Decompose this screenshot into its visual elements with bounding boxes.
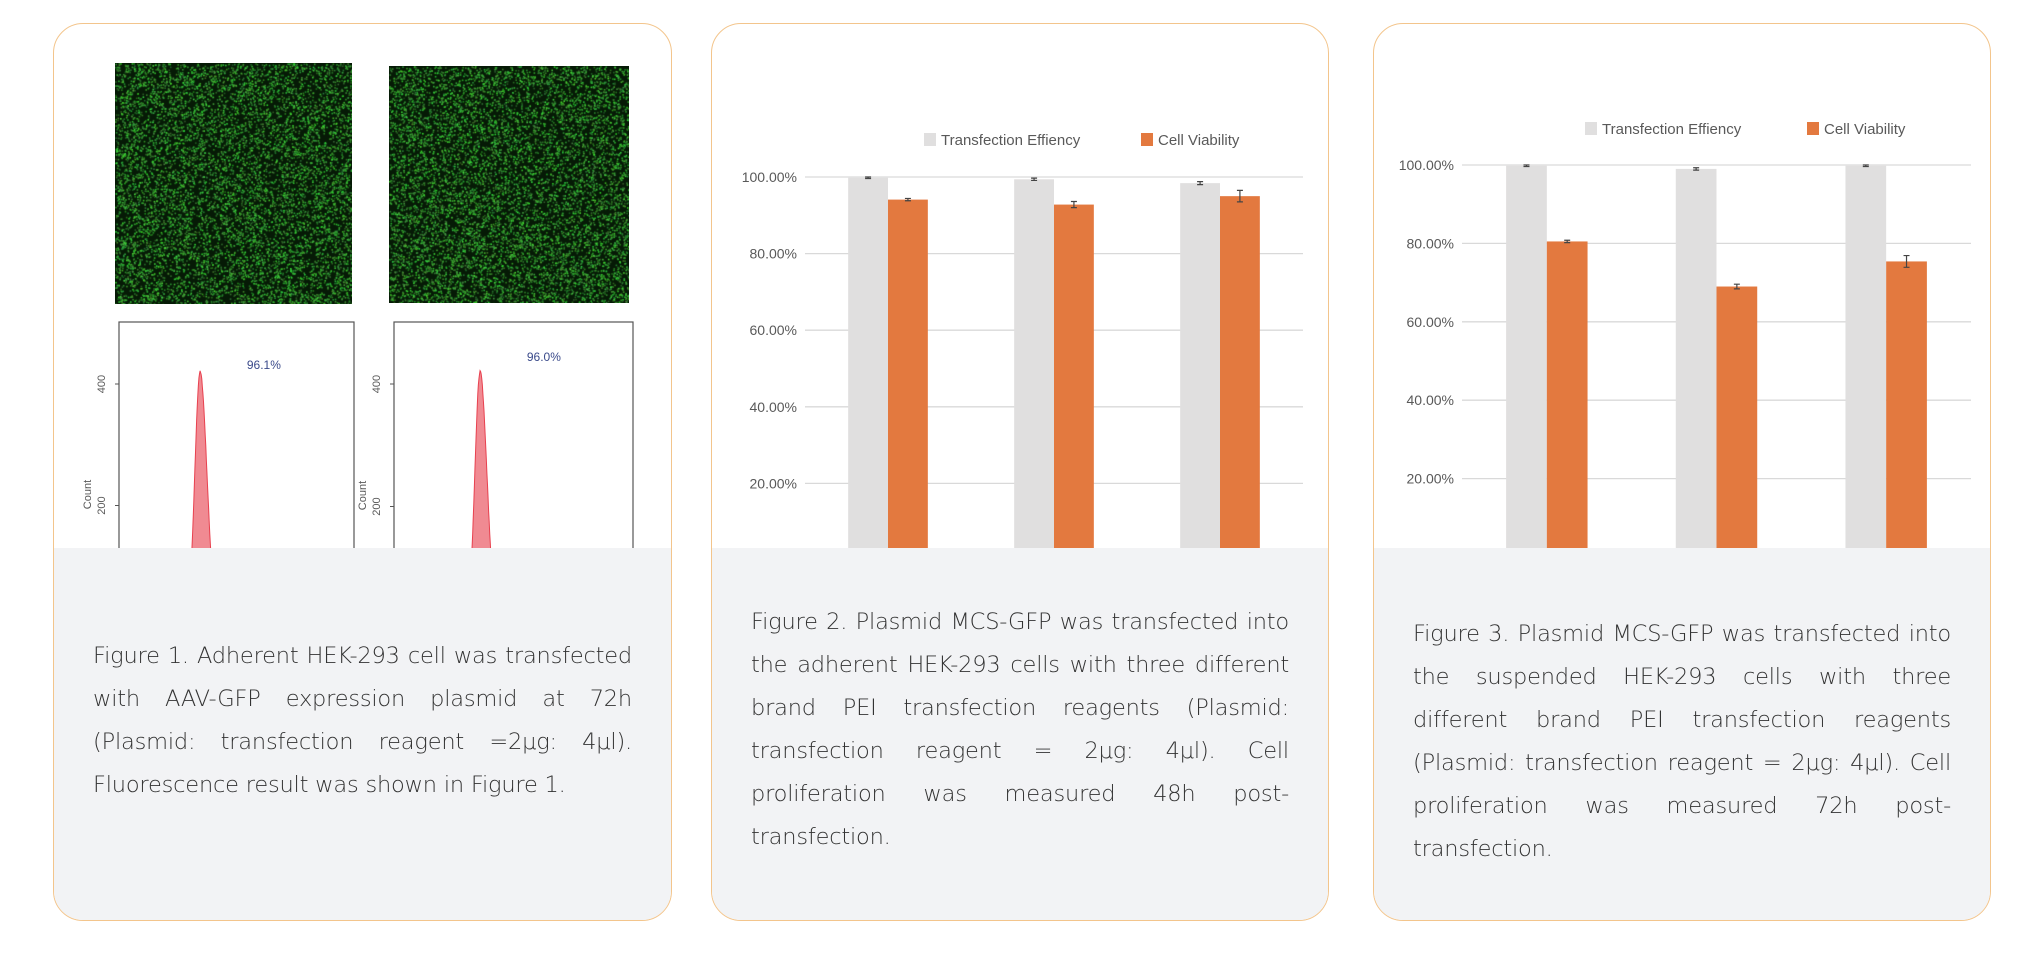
y-tick-label: 100.00%: [1399, 157, 1454, 173]
gate-percentage: 96.0%: [527, 350, 561, 364]
bar-transfection-efficiency: [1180, 183, 1220, 548]
figure-2-caption: Figure 2. Plasmid MCS-GFP was transfecte…: [751, 609, 1289, 850]
figure-1-caption: Figure 1. Adherent HEK-293 cell was tran…: [93, 643, 632, 798]
error-bar: [904, 197, 911, 202]
figure-1-caption-panel: Figure 1. Adherent HEK-293 cell was tran…: [54, 548, 671, 920]
figure-1-card: 0200400Count104105106107FITC-A96.1%02004…: [53, 23, 672, 921]
figure-3-bar-chart: 0.00%20.00%40.00%60.00%80.00%100.00%YEAS…: [1399, 121, 1971, 548]
legend-label: Transfection Effiency: [1602, 121, 1742, 138]
error-bar: [1236, 189, 1243, 203]
error-bar: [1197, 180, 1204, 186]
histogram-frame: [118, 321, 355, 548]
y-tick-label: 400: [96, 375, 108, 393]
y-axis-label: Count: [357, 481, 369, 510]
legend-swatch: [1585, 122, 1597, 135]
flow-cytometry-histograms: 0200400Count104105106107FITC-A96.1%02004…: [82, 321, 634, 548]
bar-transfection-efficiency: [1845, 165, 1887, 548]
error-bar: [1903, 254, 1910, 268]
legend-label: Cell Viability: [1158, 132, 1240, 149]
fluorescence-image-1: [115, 63, 352, 304]
bar-transfection-efficiency: [1675, 168, 1717, 548]
y-tick-label: 60.00%: [750, 322, 797, 338]
bar-cell-viability: [1054, 204, 1094, 548]
bar-cell-viability: [888, 199, 928, 548]
bar-transfection-efficiency: [848, 177, 888, 548]
error-bar: [1862, 164, 1869, 168]
gate-percentage: 96.1%: [247, 358, 281, 372]
bar-cell-viability: [1546, 241, 1588, 548]
bar-transfection-efficiency: [1506, 165, 1547, 548]
y-tick-label: 40.00%: [750, 399, 797, 415]
bar-cell-viability: [1886, 261, 1927, 548]
legend-label: Cell Viability: [1824, 121, 1906, 138]
y-tick-label: 40.00%: [1407, 392, 1454, 408]
figure-2-caption-panel: Figure 2. Plasmid MCS-GFP was transfecte…: [712, 548, 1328, 920]
y-tick-label: 20.00%: [750, 475, 797, 491]
error-bar: [1070, 200, 1077, 209]
error-bar: [1523, 164, 1530, 168]
figure-3-caption: Figure 3. Plasmid MCS-GFP was transfecte…: [1413, 621, 1951, 862]
legend-swatch: [1807, 122, 1819, 135]
error-bar: [1564, 239, 1571, 244]
error-bar: [1733, 283, 1740, 290]
histogram-frame: [393, 321, 634, 548]
bar-cell-viability: [1220, 196, 1260, 548]
figure-2-card: 0.00%20.00%40.00%60.00%80.00%100.00%YEAS…: [711, 23, 1329, 921]
y-tick-label: 200: [96, 496, 108, 514]
legend-label: Transfection Effiency: [941, 132, 1081, 149]
error-bar: [1031, 177, 1038, 182]
y-tick-label: 400: [371, 375, 383, 393]
bar-cell-viability: [1716, 286, 1758, 548]
y-tick-label: 80.00%: [750, 246, 797, 262]
y-tick-label: 60.00%: [1407, 314, 1454, 330]
y-tick-label: 20.00%: [1407, 471, 1454, 487]
fluorescence-image-2: [389, 66, 629, 303]
histogram-peak: [471, 369, 492, 548]
y-tick-label: 200: [371, 497, 383, 515]
figure-3-card: 0.00%20.00%40.00%60.00%80.00%100.00%YEAS…: [1373, 23, 1991, 921]
y-tick-label: 100.00%: [742, 169, 797, 185]
y-tick-label: 80.00%: [1407, 235, 1454, 251]
figure-2-bar-chart: 0.00%20.00%40.00%60.00%80.00%100.00%YEAS…: [742, 132, 1303, 548]
legend-swatch: [1141, 133, 1153, 146]
error-bar: [865, 176, 872, 180]
histogram-peak: [191, 370, 212, 548]
bar-transfection-efficiency: [1014, 179, 1054, 548]
error-bar: [1693, 167, 1700, 171]
legend-swatch: [924, 133, 936, 146]
figure-3-caption-panel: Figure 3. Plasmid MCS-GFP was transfecte…: [1374, 548, 1990, 920]
y-axis-label: Count: [82, 480, 94, 509]
